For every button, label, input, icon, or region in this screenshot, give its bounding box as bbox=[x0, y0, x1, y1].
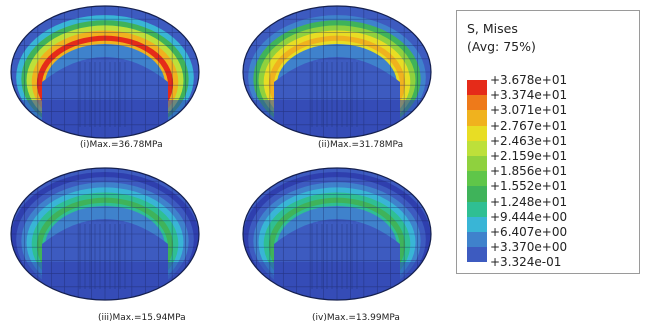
legend-value: +3.374e+01 bbox=[490, 88, 568, 103]
panel-caption: (ii)Max.=31.78MPa bbox=[318, 140, 404, 150]
legend-value: +3.071e+01 bbox=[490, 103, 568, 118]
legend-swatch bbox=[467, 232, 487, 248]
stress-contour-1 bbox=[10, 5, 200, 139]
legend-value: +1.856e+01 bbox=[490, 164, 568, 179]
legend-value: +2.463e+01 bbox=[490, 133, 568, 148]
legend-value: +1.552e+01 bbox=[490, 179, 568, 194]
legend-title-line1: S, Mises bbox=[467, 21, 518, 36]
legend-value: +6.407e+00 bbox=[490, 225, 568, 239]
stress-contour-2 bbox=[242, 5, 432, 139]
legend-swatch bbox=[467, 95, 487, 111]
panel-caption: (iii)Max.=15.94MPa bbox=[98, 313, 186, 323]
legend-swatch bbox=[467, 140, 487, 156]
stress-panel-3: (iii)Max.=15.94MPa bbox=[0, 162, 210, 323]
legend-swatch bbox=[467, 171, 487, 187]
body-outline bbox=[242, 5, 432, 139]
body-outline bbox=[10, 5, 200, 139]
legend-value: +3.678e+01 bbox=[490, 73, 568, 87]
legend-swatch bbox=[467, 201, 487, 217]
stress-panel-4: (iv)Max.=13.99MPa bbox=[232, 162, 442, 323]
legend-value: +9.444e+00 bbox=[490, 209, 568, 224]
legend-swatch bbox=[467, 110, 487, 126]
legend-swatch bbox=[467, 216, 487, 232]
legend-value: +1.248e+01 bbox=[490, 194, 568, 209]
stress-panel-2: (ii)Max.=31.78MPa bbox=[232, 0, 442, 155]
panel-caption: (iv)Max.=13.99MPa bbox=[312, 313, 400, 323]
legend-value: +3.324e-01 bbox=[490, 255, 562, 270]
legend-swatch bbox=[467, 247, 487, 263]
legend-value: +2.159e+01 bbox=[490, 149, 568, 163]
stress-legend: S, Mises (Avg: 75%) +3.678e+01 +3.374e+01… bbox=[456, 10, 640, 274]
body-outline bbox=[242, 167, 432, 301]
legend-title-line2: (Avg: 75%) bbox=[467, 39, 536, 54]
legend-value: +2.767e+01 bbox=[490, 118, 568, 133]
panel-caption: (i)Max.=36.78MPa bbox=[80, 140, 163, 150]
stress-contour-4 bbox=[242, 167, 432, 301]
legend-swatch bbox=[467, 156, 487, 172]
stress-contour-3 bbox=[10, 167, 200, 301]
stress-panel-1: (i)Max.=36.78MPa bbox=[0, 0, 210, 155]
legend-swatch bbox=[467, 186, 487, 202]
legend-swatch bbox=[467, 125, 487, 141]
legend-value: +3.370e+00 bbox=[490, 240, 568, 255]
legend-swatch bbox=[467, 80, 487, 96]
body-outline bbox=[10, 167, 200, 301]
